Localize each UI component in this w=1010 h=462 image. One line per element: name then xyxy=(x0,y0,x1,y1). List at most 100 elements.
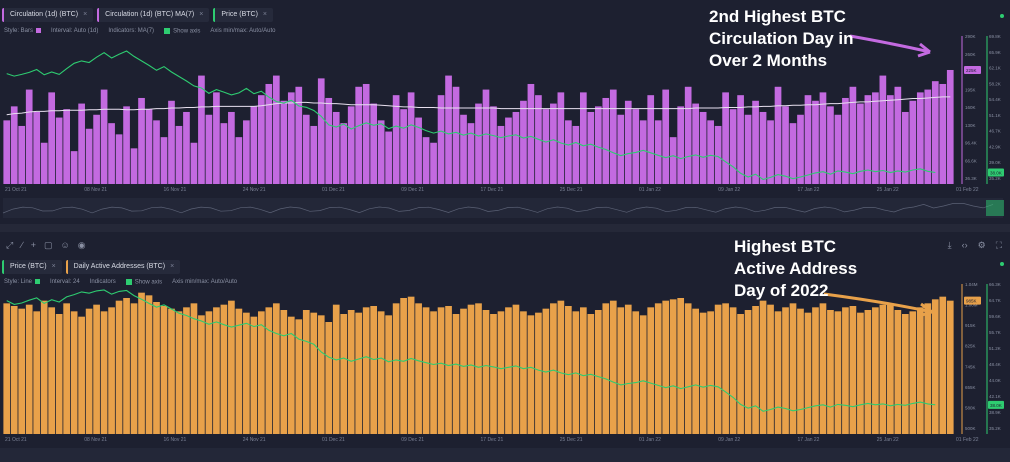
x-tick-label: 09 Dec 21 xyxy=(401,187,424,193)
chart-bar xyxy=(377,120,385,184)
chart-bar xyxy=(310,125,318,184)
chart-bar xyxy=(804,95,812,184)
chart-bar xyxy=(25,89,33,184)
chart-bar xyxy=(93,304,100,434)
axis-minmax-select[interactable]: Axis min/max: Auto/Auto xyxy=(210,28,276,35)
interval-select[interactable]: Interval: Auto (1d) xyxy=(51,28,99,35)
price-axis-tick: 38.9K xyxy=(989,410,1001,415)
panel-divider[interactable] xyxy=(0,224,1010,232)
tab-price[interactable]: Price (BTC) × xyxy=(2,260,62,274)
chart-bar xyxy=(445,306,452,434)
show-axis-toggle[interactable]: Show axis xyxy=(164,28,200,35)
close-icon[interactable]: × xyxy=(51,263,56,270)
chart-bar xyxy=(872,307,879,434)
show-axis-toggle[interactable]: Show axis xyxy=(125,279,162,286)
download-icon[interactable]: ⤓ xyxy=(947,240,952,250)
x-tick-label: 17 Dec 21 xyxy=(481,437,504,443)
chart-bar xyxy=(879,304,887,434)
chart-actions: ⤓ ‹› ⚙ ⛶ xyxy=(948,240,1002,251)
close-icon[interactable]: × xyxy=(262,11,267,18)
chart-bar xyxy=(430,142,437,184)
indicators-select[interactable]: Indicators xyxy=(89,279,116,286)
chart-bar xyxy=(317,315,325,434)
chart-bar xyxy=(100,89,108,184)
chart-bar xyxy=(624,100,632,184)
annotation-line: Over 2 Months xyxy=(709,51,828,70)
price-axis-tick: 64.7K xyxy=(989,298,1001,303)
chart-bar xyxy=(445,75,452,184)
chart-bar xyxy=(692,103,700,184)
chart-bar xyxy=(370,103,378,184)
chart-bar xyxy=(33,111,41,184)
tab-price[interactable]: Price (BTC) × xyxy=(213,8,273,22)
eye-icon[interactable]: ◉ xyxy=(77,240,86,250)
chart-bar xyxy=(3,120,11,184)
x-tick-label: 16 Nov 21 xyxy=(164,437,187,443)
crosshair-icon[interactable]: + xyxy=(30,240,36,250)
ma7-line xyxy=(6,96,951,116)
x-tick-label: 24 Nov 21 xyxy=(243,437,266,443)
chart-bar xyxy=(78,316,85,434)
chart-bar xyxy=(714,125,722,184)
annotation-arrowhead xyxy=(917,42,931,58)
chart-bar xyxy=(767,120,774,184)
chart-bar xyxy=(18,125,26,184)
chart-bar xyxy=(415,117,422,184)
chart-bar xyxy=(909,100,917,184)
drawing-toolbar: ⤢ ∕ + ▢ ☺ ◉ xyxy=(6,240,86,251)
expand-icon[interactable]: ⤢ xyxy=(6,240,14,250)
chart-bar xyxy=(864,310,872,434)
x-tick-label: 01 Jan 22 xyxy=(639,187,661,193)
chart-bar xyxy=(228,300,235,434)
close-icon[interactable]: × xyxy=(170,263,175,270)
emoji-icon[interactable]: ☺ xyxy=(60,240,70,250)
chart-bar xyxy=(160,137,168,184)
chart-bar xyxy=(774,86,782,184)
settings-icon[interactable]: ⚙ xyxy=(977,240,986,250)
price-axis-tick: 69.8K xyxy=(989,34,1001,39)
annotation-line: 2nd Highest BTC xyxy=(709,7,846,26)
chart-bar xyxy=(123,298,130,434)
close-icon[interactable]: × xyxy=(199,11,204,18)
chart-bar xyxy=(55,314,63,434)
tab-label: Price (BTC) xyxy=(221,11,258,18)
tab-circulation[interactable]: Circulation (1d) (BTC) × xyxy=(2,8,94,22)
chart-bar xyxy=(295,319,303,434)
chart-bar xyxy=(550,103,557,184)
chart-bar xyxy=(70,311,78,434)
top-options-bar: Style: Bars Interval: Auto (1d) Indicato… xyxy=(4,28,275,35)
checkbox-icon[interactable] xyxy=(164,28,171,34)
embed-icon[interactable]: ‹› xyxy=(961,240,968,250)
chart-bar xyxy=(759,300,767,434)
tab-circulation-ma[interactable]: Circulation (1d) (BTC) MA(7) × xyxy=(97,8,210,22)
chart-bar xyxy=(512,111,520,184)
color-swatch[interactable] xyxy=(35,279,41,285)
chart-bar xyxy=(632,109,640,184)
style-label: Style: Line xyxy=(4,279,33,286)
chart-bar xyxy=(505,117,512,184)
annotation-line: Day of 2022 xyxy=(734,281,829,300)
color-swatch[interactable] xyxy=(36,28,42,34)
line-tool-icon[interactable]: ∕ xyxy=(21,240,23,250)
chart-bar xyxy=(842,307,849,434)
fullscreen-icon[interactable]: ⛶ xyxy=(995,240,1002,250)
bottom-options-bar: Style: Line Interval: 24 Indicators Show… xyxy=(4,279,237,286)
chart-bar xyxy=(400,109,407,184)
interval-select[interactable]: Interval: 24 xyxy=(50,279,80,286)
chart-bar xyxy=(115,134,123,184)
price-axis-tick: 58.2K xyxy=(989,81,1001,86)
checkbox-icon[interactable] xyxy=(125,279,132,285)
close-icon[interactable]: × xyxy=(83,11,88,18)
chart-bar xyxy=(48,307,56,434)
chart-bar xyxy=(280,100,288,184)
style-select[interactable]: Style: Line xyxy=(4,279,41,286)
style-select[interactable]: Style: Bars xyxy=(4,28,42,34)
chart-bar xyxy=(654,120,662,184)
tab-active-addresses[interactable]: Daily Active Addresses (BTC) × xyxy=(65,260,181,274)
axis-minmax-select[interactable]: Axis min/max: Auto/Auto xyxy=(172,279,238,286)
comment-icon[interactable]: ▢ xyxy=(43,240,53,250)
chart-bar xyxy=(40,142,48,184)
chart-bar xyxy=(827,310,834,434)
chart-bar xyxy=(654,303,662,434)
indicators-select[interactable]: Indicators: MA(7) xyxy=(108,28,155,35)
